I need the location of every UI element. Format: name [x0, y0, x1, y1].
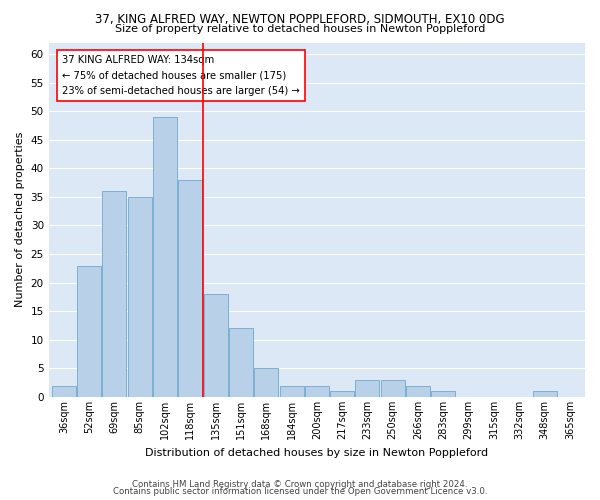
Bar: [77, 266, 101, 397]
Bar: [381, 380, 405, 397]
Bar: [229, 328, 253, 397]
Bar: [128, 197, 152, 397]
Bar: [355, 380, 379, 397]
Bar: [305, 386, 329, 397]
Y-axis label: Number of detached properties: Number of detached properties: [15, 132, 25, 308]
Text: Contains HM Land Registry data © Crown copyright and database right 2024.: Contains HM Land Registry data © Crown c…: [132, 480, 468, 489]
Bar: [431, 392, 455, 397]
Bar: [178, 180, 202, 397]
Bar: [280, 386, 304, 397]
Bar: [103, 191, 127, 397]
Text: Contains public sector information licensed under the Open Government Licence v3: Contains public sector information licen…: [113, 488, 487, 496]
Bar: [153, 117, 177, 397]
Bar: [254, 368, 278, 397]
X-axis label: Distribution of detached houses by size in Newton Poppleford: Distribution of detached houses by size …: [145, 448, 488, 458]
Text: Size of property relative to detached houses in Newton Poppleford: Size of property relative to detached ho…: [115, 24, 485, 34]
Bar: [330, 392, 354, 397]
Text: 37 KING ALFRED WAY: 134sqm
← 75% of detached houses are smaller (175)
23% of sem: 37 KING ALFRED WAY: 134sqm ← 75% of deta…: [62, 55, 300, 96]
Text: 37, KING ALFRED WAY, NEWTON POPPLEFORD, SIDMOUTH, EX10 0DG: 37, KING ALFRED WAY, NEWTON POPPLEFORD, …: [95, 12, 505, 26]
Bar: [406, 386, 430, 397]
Bar: [533, 392, 557, 397]
Bar: [203, 294, 227, 397]
Bar: [52, 386, 76, 397]
